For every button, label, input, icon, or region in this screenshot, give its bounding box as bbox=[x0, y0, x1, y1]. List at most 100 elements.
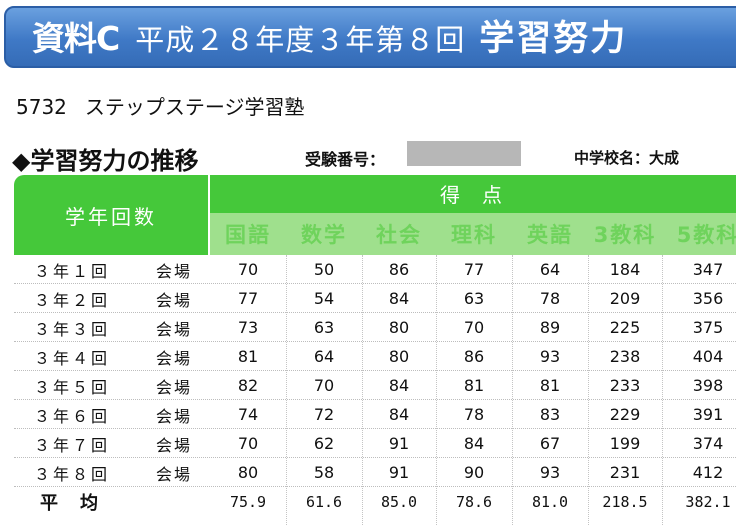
score-cell: 84 bbox=[388, 376, 410, 395]
score-cell: 84 bbox=[388, 289, 410, 308]
score-cell: 77 bbox=[463, 260, 485, 279]
score-cell: 84 bbox=[388, 405, 410, 424]
score-cell: 72 bbox=[313, 405, 335, 424]
venue-label: 会場 bbox=[155, 377, 192, 397]
score-cell: 64 bbox=[539, 260, 561, 279]
score-cell: 67 bbox=[539, 434, 561, 453]
score-cell: 225 bbox=[609, 318, 641, 337]
score-cell: 86 bbox=[388, 260, 410, 279]
exam-number-redacted bbox=[407, 141, 521, 166]
venue-label: 会場 bbox=[155, 261, 192, 281]
row-label: ３年１回 bbox=[34, 261, 111, 281]
score-cell: 375 bbox=[692, 318, 724, 337]
junior-high-label: 中学校名：大成 bbox=[574, 149, 680, 167]
school-code: 5732 bbox=[16, 95, 67, 119]
score-cell: 233 bbox=[609, 376, 641, 395]
exam-number-label: 受験番号： bbox=[305, 150, 386, 169]
score-cell: 62 bbox=[313, 434, 335, 453]
score-cell: 91 bbox=[388, 434, 410, 453]
table-body: ３年１回 会場 70 50 86 77 64 184 347 ３年２回 会場 77 54 84 63 78 20… bbox=[14, 255, 736, 525]
row-label: ３年５回 bbox=[34, 377, 111, 397]
table-row: ３年７回 会場 70 62 91 84 67 199 374 bbox=[14, 429, 736, 458]
venue-label: 会場 bbox=[155, 435, 192, 455]
score-cell: 85.0 bbox=[380, 492, 418, 511]
subject-header: 数学 bbox=[301, 223, 347, 247]
venue-label: 会場 bbox=[155, 319, 192, 339]
score-cell: 209 bbox=[609, 289, 641, 308]
score-cell: 404 bbox=[692, 347, 724, 366]
score-cell: 238 bbox=[609, 347, 641, 366]
score-cell: 77 bbox=[237, 289, 259, 308]
score-cell: 78 bbox=[539, 289, 561, 308]
venue-label: 会場 bbox=[155, 290, 192, 310]
score-cell: 80 bbox=[388, 347, 410, 366]
score-cell: 89 bbox=[539, 318, 561, 337]
score-cell: 64 bbox=[313, 347, 335, 366]
score-cell: 50 bbox=[313, 260, 335, 279]
score-cell: 356 bbox=[692, 289, 724, 308]
table-row: ３年３回 会場 73 63 80 70 89 225 375 bbox=[14, 313, 736, 342]
column-divider bbox=[436, 255, 438, 525]
banner-title: 学習努力 bbox=[479, 19, 628, 59]
banner-exam: 平成２８年度３年第８回 bbox=[135, 23, 466, 57]
score-table: 学年回数 得点 国語 数学 社会 理科 英語 3教科 5教科 ３年１回 会場 70 50 86 77 6… bbox=[14, 175, 736, 525]
score-cell: 83 bbox=[539, 405, 561, 424]
score-cell: 398 bbox=[692, 376, 724, 395]
score-cell: 75.9 bbox=[229, 492, 267, 511]
score-cell: 73 bbox=[237, 318, 259, 337]
column-divider bbox=[362, 255, 364, 525]
banner-text: 資料C 平成２８年度３年第８回 学習努力 bbox=[32, 22, 627, 57]
table-row: ３年５回 会場 82 70 84 81 81 233 398 bbox=[14, 371, 736, 400]
score-cell: 70 bbox=[463, 318, 485, 337]
school-name: ステップステージ学習塾 bbox=[84, 95, 305, 119]
venue-label: 会場 bbox=[155, 348, 192, 368]
subject-header: 社会 bbox=[376, 223, 422, 247]
score-cell: 74 bbox=[237, 405, 259, 424]
header-divider bbox=[208, 175, 210, 255]
score-cell: 347 bbox=[692, 260, 724, 279]
table-row: ３年４回 会場 81 64 80 86 93 238 404 bbox=[14, 342, 736, 371]
venue-label: 会場 bbox=[155, 406, 192, 426]
score-cell: 199 bbox=[609, 434, 641, 453]
subject-header: 3教科 bbox=[593, 223, 657, 247]
score-cell: 90 bbox=[463, 463, 485, 482]
score-cell: 58 bbox=[313, 463, 335, 482]
school-line: 5732 ステップステージ学習塾 bbox=[16, 91, 305, 120]
section-title: ◆学習努力の推移 bbox=[12, 147, 199, 175]
score-cell: 184 bbox=[609, 260, 641, 279]
average-row: 平均 75.9 61.6 85.0 78.6 81.0 218.5 382.1 bbox=[14, 487, 736, 516]
column-divider bbox=[512, 255, 514, 525]
title-banner: 資料C 平成２８年度３年第８回 学習努力 bbox=[4, 6, 736, 68]
row-label: ３年６回 bbox=[34, 406, 111, 426]
score-cell: 63 bbox=[463, 289, 485, 308]
score-cell: 81.0 bbox=[531, 492, 569, 511]
row-label: ３年３回 bbox=[34, 319, 111, 339]
score-cell: 93 bbox=[539, 347, 561, 366]
venue-label: 会場 bbox=[155, 464, 192, 484]
column-divider bbox=[588, 255, 590, 525]
score-cell: 70 bbox=[237, 260, 259, 279]
table-row: ３年８回 会場 80 58 91 90 93 231 412 bbox=[14, 458, 736, 487]
score-cell: 218.5 bbox=[602, 492, 648, 511]
score-cell: 231 bbox=[609, 463, 641, 482]
subject-header: 5教科 bbox=[676, 223, 736, 247]
row-label: ３年２回 bbox=[34, 290, 111, 310]
column-divider bbox=[662, 255, 664, 525]
column-divider bbox=[286, 255, 288, 525]
score-cell: 70 bbox=[313, 376, 335, 395]
score-cell: 61.6 bbox=[305, 492, 343, 511]
row-label: ３年７回 bbox=[34, 435, 111, 455]
row-label: ３年８回 bbox=[34, 464, 111, 484]
score-cell: 93 bbox=[539, 463, 561, 482]
table-row: ３年１回 会場 70 50 86 77 64 184 347 bbox=[14, 255, 736, 284]
row-header: 学年回数 bbox=[65, 204, 157, 229]
score-cell: 374 bbox=[692, 434, 724, 453]
score-cell: 81 bbox=[237, 347, 259, 366]
table-row: ３年６回 会場 74 72 84 78 83 229 391 bbox=[14, 400, 736, 429]
score-cell: 86 bbox=[463, 347, 485, 366]
score-cell: 54 bbox=[313, 289, 335, 308]
banner-label: 資料C bbox=[32, 19, 120, 58]
score-cell: 382.1 bbox=[685, 492, 731, 511]
subject-header: 国語 bbox=[225, 223, 271, 247]
table-row: ３年２回 会場 77 54 84 63 78 209 356 bbox=[14, 284, 736, 313]
